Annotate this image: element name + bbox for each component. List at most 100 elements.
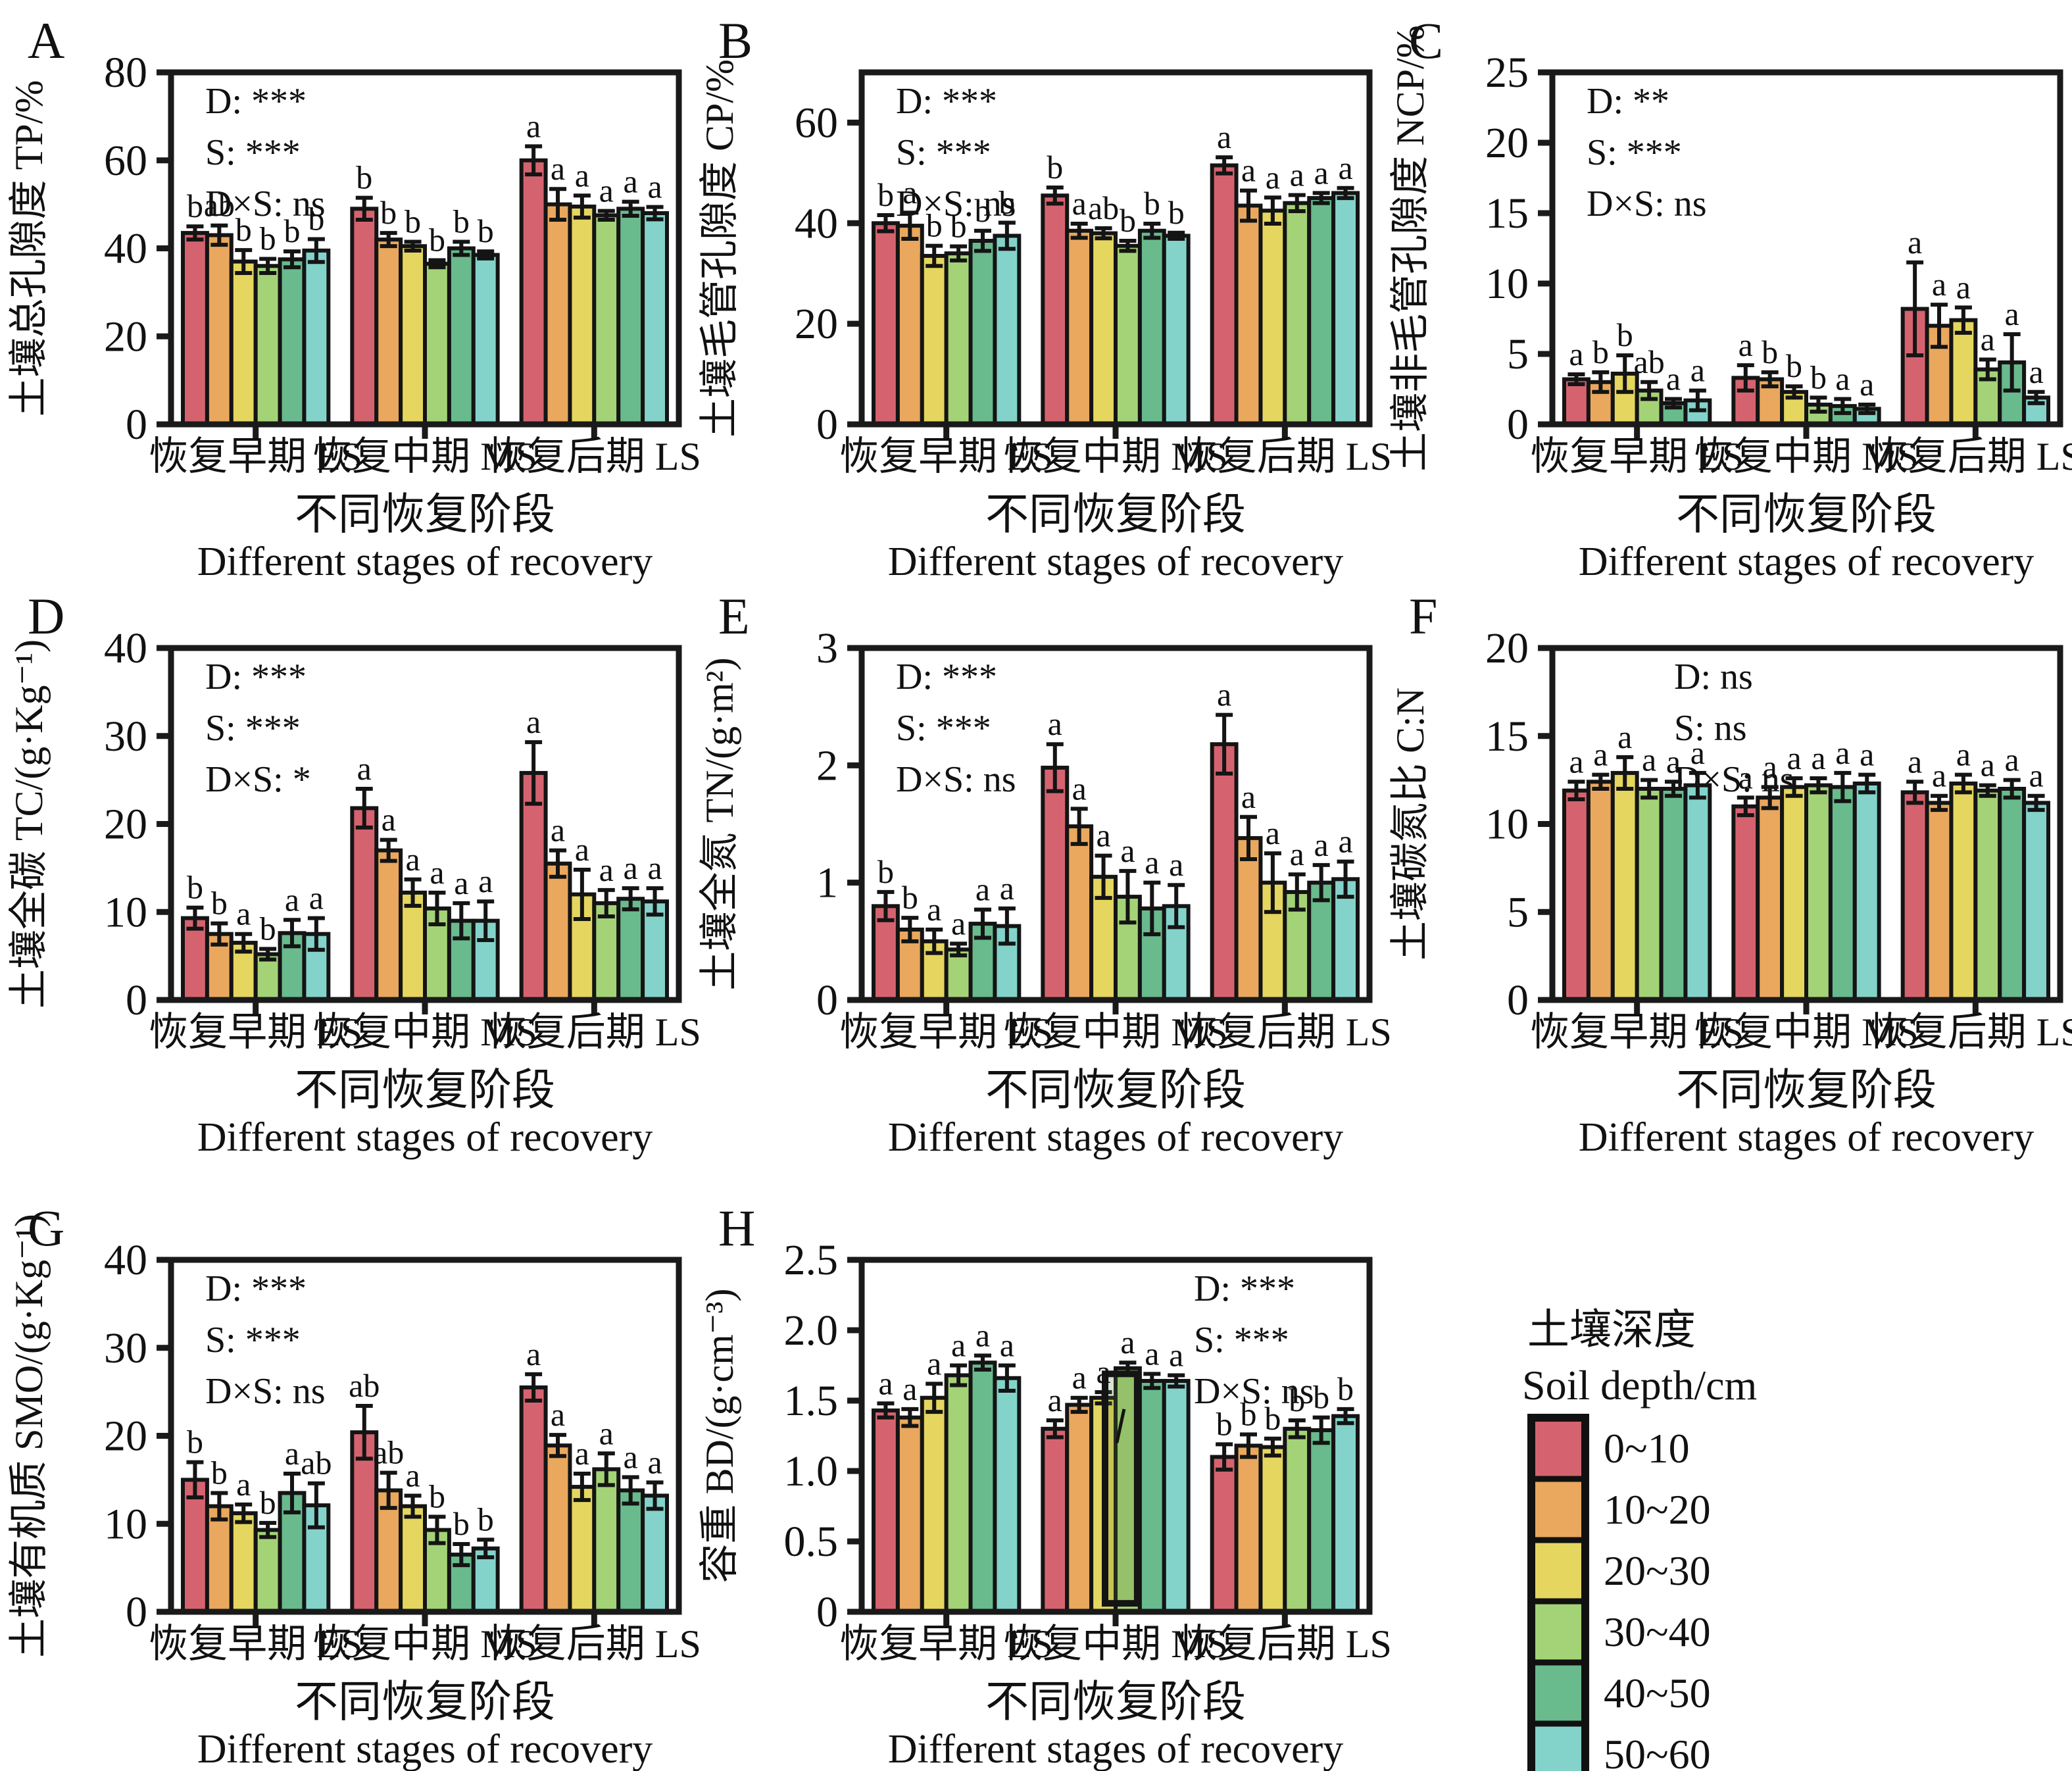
bar-20~30 [399,244,427,426]
x-category-label: 恢复早期 ES [839,435,1053,478]
significance-letter: b [1047,149,1063,186]
legend-swatch-50~60 [1528,1720,1589,1771]
x-axis-title-en: Different stages of recovery [888,539,1344,584]
bar-50~60 [1162,1379,1191,1614]
y-tick-label: 0 [126,401,147,449]
bar-40~50 [968,1360,997,1614]
y-tick-label: 10 [104,888,147,936]
x-axis-title-en: Different stages of recovery [197,1727,653,1771]
bar-0~10 [1210,742,1239,1002]
significance-letter: a [1096,1353,1110,1390]
x-category-label: 恢复中期 MS [1003,1010,1228,1054]
y-tick-label: 80 [104,49,147,97]
bar-10~20 [1065,824,1094,1002]
panel-E-chart: E 0 1 2 3 土壤全氮 TN/(g·m²) D: *** S: *** D×S: ns 恢复… [698,587,1392,1160]
significance-letter: b [1810,359,1827,395]
significance-letter: a [1569,743,1583,780]
bar-10~20 [374,848,403,1002]
bar-0~10 [1562,788,1591,1002]
x-axis-title-cn: 不同恢复阶段 [1676,1066,1936,1114]
bar-20~30 [1949,318,1978,427]
significance-letter: a [1981,747,1995,784]
bar-40~50 [1137,1379,1166,1614]
y-tick-label: 40 [795,199,838,247]
significance-letter: a [1763,748,1777,785]
bar-20~30 [1949,781,1978,1002]
significance-letter: a [951,1327,966,1364]
bar-0~10 [1210,163,1239,426]
significance-letter: a [236,895,251,932]
panel-C-chart: C 0 5 10 15 20 25 土壤非毛管孔隙度 NCP/% D: ** S: *** D×S:… [1389,12,2072,584]
significance-letter: b [1762,334,1778,370]
bar-0~10 [872,221,900,426]
bar-20~30 [399,1504,427,1614]
bar-50~60 [993,234,1022,426]
significance-letter: b [380,194,397,231]
bar-50~60 [641,211,669,426]
x-category-label: 恢复中期 MS [1003,435,1228,478]
x-category-label: 恢复后期 LS [487,435,701,478]
stats-line: D×S: ns [1194,1371,1314,1412]
bar-40~50 [1307,1428,1336,1614]
significance-letter: b [478,212,494,249]
significance-letter: a [285,881,299,918]
significance-letter: a [1338,149,1352,186]
significance-letter: b [478,1501,494,1537]
significance-letter: a [1835,360,1850,397]
significance-letter: a [1642,741,1656,778]
significance-letter: a [1120,1324,1135,1360]
significance-letter: a [1956,268,1971,305]
bar-0~10 [181,1478,209,1614]
significance-letter: a [430,854,444,891]
plot-frame [858,69,1373,428]
significance-letter: b [429,1478,445,1515]
significance-letter: b [211,885,228,922]
significance-letter: a [1666,360,1681,397]
significance-letter: a [1266,159,1280,195]
panel-F: F 0 5 10 15 20 土壤碳氮比 C:N D: ns S: ns D×S: ns 恢复早期 … [1381,576,2072,1160]
significance-letter: a [1241,152,1256,189]
stats-line: D: ns [1674,657,1753,697]
y-tick-label: 15 [1485,189,1529,237]
significance-letter: b [950,207,967,244]
bar-10~20 [1756,795,1785,1002]
significance-letter: a [927,1345,941,1382]
significance-letter: b [1289,1382,1305,1418]
significance-letter: a [1000,870,1014,907]
bar-50~60 [1683,783,1712,1002]
x-axis-title-cn: 不同恢复阶段 [985,1066,1246,1114]
bar-0~10 [519,158,548,426]
significance-letter: a [1981,321,1995,358]
x-axis-title-cn: 不同恢复阶段 [985,1678,1246,1726]
plot-frame [1549,69,2063,428]
significance-letter: a [902,174,917,211]
panel-G: G 0 10 20 30 40 土壤有机质 SMO/(g·Kg⁻¹) D: *** S: ***… [0,1187,701,1771]
significance-letter: a [1932,266,1946,303]
y-axis-title: 土壤全氮 TN/(g·m²) [698,657,741,990]
bar-50~60 [302,248,331,426]
significance-letter: a [599,851,614,888]
bar-0~10 [1210,1455,1239,1614]
significance-letter: a [285,1435,299,1472]
panel-letter-C: C [1409,12,1443,69]
bar-40~50 [616,897,645,1002]
bar-20~30 [1780,785,1808,1002]
x-category-label: 恢复中期 MS [1003,1622,1228,1666]
significance-letter: a [1290,836,1304,872]
y-tick-label: 20 [104,1412,147,1460]
panel-H: H 0 0.5 1.0 1.5 2.0 2.5 容重 BD/(g·cm⁻³) D: *** S: … [691,1187,1392,1771]
significance-letter: a [551,150,565,187]
significance-letter: a [575,831,589,868]
y-tick-label: 20 [1485,624,1529,672]
bar-0~10 [1041,1426,1070,1614]
bar-40~50 [1137,228,1166,426]
y-tick-label: 15 [1485,712,1529,761]
panel-C: C 0 5 10 15 20 25 土壤非毛管孔隙度 NCP/% D: ** S: *** D×S:… [1381,0,2072,584]
y-tick-label: 25 [1485,49,1529,97]
y-axis-title: 土壤全碳 TC/(g·Kg⁻¹) [7,639,51,1009]
significance-letter: a [1241,778,1256,815]
significance-letter: a [1338,823,1352,860]
significance-letter: b [211,1454,228,1491]
y-tick-label: 1.5 [784,1377,839,1425]
